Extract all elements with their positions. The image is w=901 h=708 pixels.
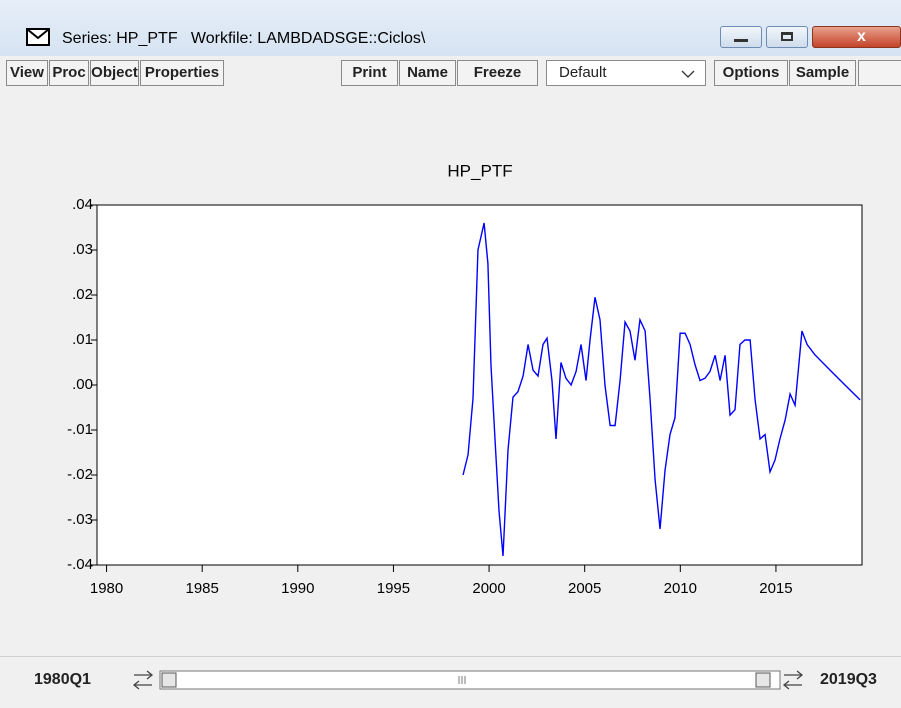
sample-slider[interactable] [132, 667, 822, 695]
toolbar-button[interactable]: Name [399, 60, 456, 86]
x-tick-label: 1995 [377, 580, 410, 597]
toolbar-button[interactable]: Freeze [457, 60, 538, 86]
x-tick-label: 2000 [472, 580, 505, 597]
toolbar-button[interactable]: Options [714, 60, 788, 86]
dropdown-arrow [681, 70, 695, 78]
y-tick-label: -.04 [67, 556, 93, 573]
y-tick-label: .04 [72, 196, 93, 213]
maximize-button[interactable] [766, 26, 808, 48]
minimize-button[interactable] [720, 26, 762, 48]
y-tick-label: .01 [72, 331, 93, 348]
x-tick-label: 1990 [281, 580, 314, 597]
chart: HP_PTF -.04 -.03 -.02 -.01 .00 .01 .02 .03 .04 19… [67, 161, 863, 597]
x-tick-label: 2015 [759, 580, 792, 597]
x-tick-label: 1980 [90, 580, 123, 597]
x-tick-label: 2010 [664, 580, 697, 597]
x-tick-label: 1985 [186, 580, 219, 597]
window-title: Series: HP_PTF Workfile: LAMBDADSGE::Cic… [62, 30, 426, 47]
toolbar-button[interactable]: Print [341, 60, 398, 86]
toolbar-button[interactable]: View [6, 60, 48, 86]
y-tick-label: .03 [72, 241, 93, 258]
toolbar-button[interactable] [858, 60, 901, 86]
plot-area [96, 204, 863, 566]
y-tick-label: -.03 [67, 511, 93, 528]
sample-end: 2019Q3 [820, 671, 877, 688]
data-line [462, 222, 861, 557]
y-tick-label: -.02 [67, 466, 93, 483]
toolbar-button[interactable]: Object [90, 60, 139, 86]
view-dropdown[interactable]: Default [546, 60, 706, 86]
chart-title: HP_PTF [447, 161, 512, 180]
toolbar-button[interactable]: Properties [140, 60, 224, 86]
x-tick-label: 2005 [568, 580, 601, 597]
close-button[interactable]: x [812, 26, 901, 48]
y-tick-label: .02 [72, 286, 93, 303]
title-bar: Series: HP_PTF Workfile: LAMBDADSGE::Cic… [0, 0, 901, 56]
toolbar-button[interactable]: Proc [49, 60, 89, 86]
window-icon [26, 28, 50, 46]
sample-start: 1980Q1 [34, 671, 91, 688]
y-tick-label: -.01 [67, 421, 93, 438]
sample-bar: 1980Q1 2019Q3 [0, 656, 901, 701]
toolbar-button[interactable]: Sample [789, 60, 856, 86]
y-tick-label: .00 [72, 376, 93, 393]
